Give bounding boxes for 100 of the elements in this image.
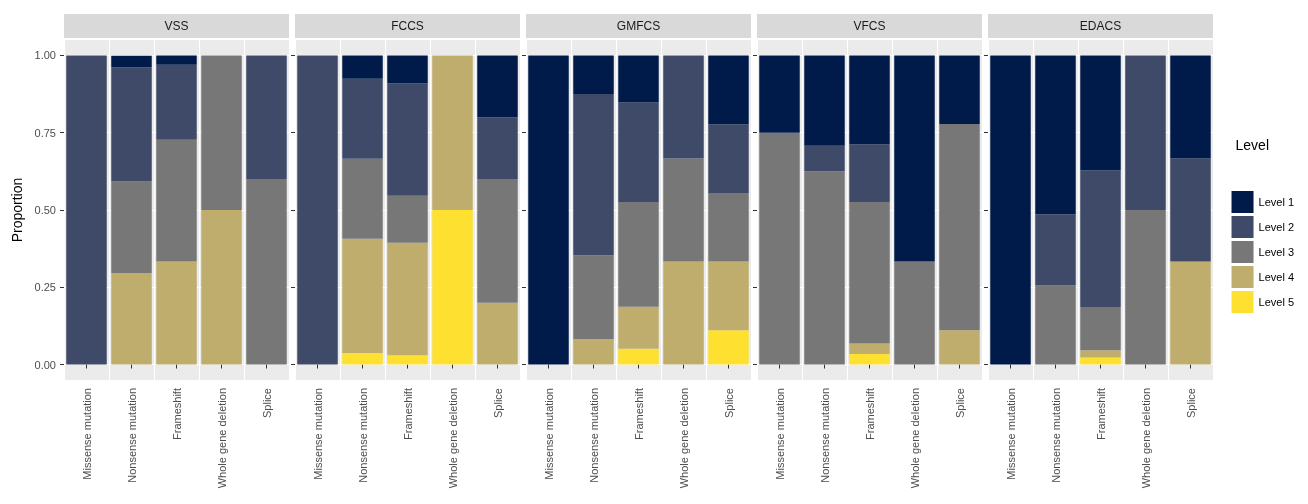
bar: [1080, 55, 1121, 171]
x-tick-label: Splice: [722, 388, 735, 418]
bar: [477, 117, 518, 180]
bar: [849, 354, 890, 365]
legend-label: Level 5: [1258, 296, 1295, 308]
bar: [66, 55, 107, 365]
x-tick-label: Missense mutation: [80, 388, 93, 480]
bar: [111, 67, 152, 182]
bar: [618, 102, 659, 202]
bar: [201, 210, 242, 365]
bar: [432, 55, 473, 210]
bar: [573, 338, 614, 365]
bar: [156, 139, 197, 262]
bar: [708, 193, 749, 262]
bar: [618, 201, 659, 307]
x-tick-label: Frameshift: [1094, 388, 1107, 440]
y-tick-label: 0.75: [34, 126, 56, 139]
bar: [342, 158, 383, 239]
y-tick-label: 0.00: [34, 358, 56, 371]
bar: [759, 132, 800, 365]
legend-label: Level 1: [1258, 196, 1295, 208]
bar: [573, 55, 614, 95]
chart-title: VFCS: [853, 19, 886, 33]
bar: [1170, 55, 1211, 159]
bar: [111, 181, 152, 274]
bar: [663, 261, 704, 365]
bar: [156, 55, 197, 65]
bar: [939, 330, 980, 365]
chart-title: VSS: [164, 19, 189, 33]
bar: [708, 330, 749, 365]
x-tick-label: Whole gene deletion: [215, 388, 228, 489]
chart-title: GMFCS: [616, 19, 661, 33]
y-tick-label: 1.00: [34, 49, 56, 62]
bar: [201, 55, 242, 210]
x-tick-label: Splice: [1184, 388, 1197, 418]
bar: [894, 261, 935, 365]
bar: [342, 238, 383, 354]
bar: [663, 158, 704, 262]
bar: [246, 179, 287, 365]
bar: [477, 55, 518, 118]
bar: [342, 55, 383, 79]
bar: [387, 83, 428, 196]
bar: [939, 55, 980, 125]
legend-title: Level: [1235, 137, 1269, 153]
bar: [573, 94, 614, 256]
bar: [1125, 210, 1166, 365]
bar: [387, 242, 428, 356]
x-tick-label: Splice: [953, 388, 966, 418]
bar: [1035, 285, 1076, 365]
bar: [1035, 55, 1076, 215]
bar: [849, 343, 890, 355]
bar: [1080, 170, 1121, 308]
bar: [1170, 158, 1211, 262]
x-tick-label: Frameshift: [401, 388, 414, 440]
bar: [1125, 55, 1166, 210]
bar: [387, 355, 428, 365]
x-tick-label: Nonsense mutation: [1049, 388, 1062, 483]
legend-label: Level 2: [1258, 221, 1295, 233]
bar: [246, 55, 287, 180]
bar: [1080, 357, 1121, 365]
y-tick-label: 0.25: [34, 281, 56, 294]
bar: [894, 55, 935, 262]
y-tick-label: 0.50: [34, 204, 56, 216]
bar: [1035, 214, 1076, 286]
bar: [156, 64, 197, 140]
x-tick-label: Missense mutation: [542, 388, 555, 480]
x-tick-label: Whole gene deletion: [446, 388, 459, 489]
bar: [849, 55, 890, 145]
x-tick-label: Missense mutation: [773, 388, 786, 480]
bar: [387, 55, 428, 84]
x-tick-label: Nonsense mutation: [125, 388, 138, 483]
bar: [1170, 261, 1211, 365]
bar: [804, 55, 845, 146]
bar: [849, 201, 890, 344]
bar: [618, 306, 659, 349]
bar: [990, 55, 1031, 365]
x-tick-label: Whole gene deletion: [1139, 388, 1152, 489]
x-tick-label: Nonsense mutation: [818, 388, 831, 483]
legend-label: Level 4: [1258, 271, 1295, 283]
bar: [618, 348, 659, 365]
bar: [477, 179, 518, 303]
x-tick-label: Splice: [491, 388, 504, 418]
x-tick-label: Frameshift: [632, 388, 645, 440]
bar: [708, 261, 749, 331]
bar: [528, 55, 569, 365]
bar: [804, 145, 845, 172]
x-tick-label: Nonsense mutation: [356, 388, 369, 483]
y-axis-title: Proportion: [8, 177, 25, 243]
bar: [939, 124, 980, 331]
bar: [618, 55, 659, 103]
bar: [1080, 307, 1121, 351]
bar: [573, 255, 614, 339]
x-tick-label: Frameshift: [863, 388, 876, 440]
bar: [708, 124, 749, 193]
bar: [1080, 350, 1121, 358]
bar: [156, 261, 197, 365]
x-tick-label: Nonsense mutation: [587, 388, 600, 483]
bar: [663, 55, 704, 159]
chart-title: EDACS: [1079, 19, 1122, 33]
bar: [804, 171, 845, 365]
